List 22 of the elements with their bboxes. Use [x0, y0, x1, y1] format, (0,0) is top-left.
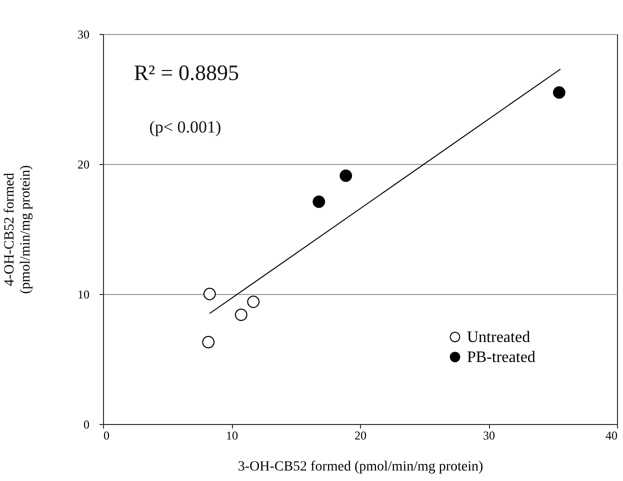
y-tick-label: 10: [78, 288, 90, 302]
point: [552, 86, 566, 99]
point: [247, 296, 260, 308]
point: [340, 170, 352, 182]
point: [203, 288, 216, 300]
x-axis-title: 3-OH-CB52 formed (pmol/min/mg protein): [238, 460, 484, 474]
annotation: (p< 0.001): [149, 118, 222, 137]
point: [202, 336, 215, 348]
x-tick-label: 10: [226, 428, 238, 442]
y-tick-label: 30: [78, 28, 90, 42]
x-tick-label: 0: [104, 428, 110, 442]
point: [234, 308, 248, 321]
y-tick-label: 0: [84, 418, 90, 432]
x-tick-label: 30: [483, 428, 495, 442]
legend-label: PB-treated: [467, 349, 536, 366]
y-tick-label: 20: [78, 158, 90, 172]
y-axis-title: 4-OH-CB52 formed (pmol/min/mg protein): [2, 164, 34, 294]
annotation: R² = 0.8895: [134, 60, 240, 85]
x-tick-label: 20: [354, 428, 366, 442]
legend-label: Untreated: [467, 329, 530, 346]
x-tick-label: 40: [606, 428, 618, 442]
point: [312, 196, 326, 208]
